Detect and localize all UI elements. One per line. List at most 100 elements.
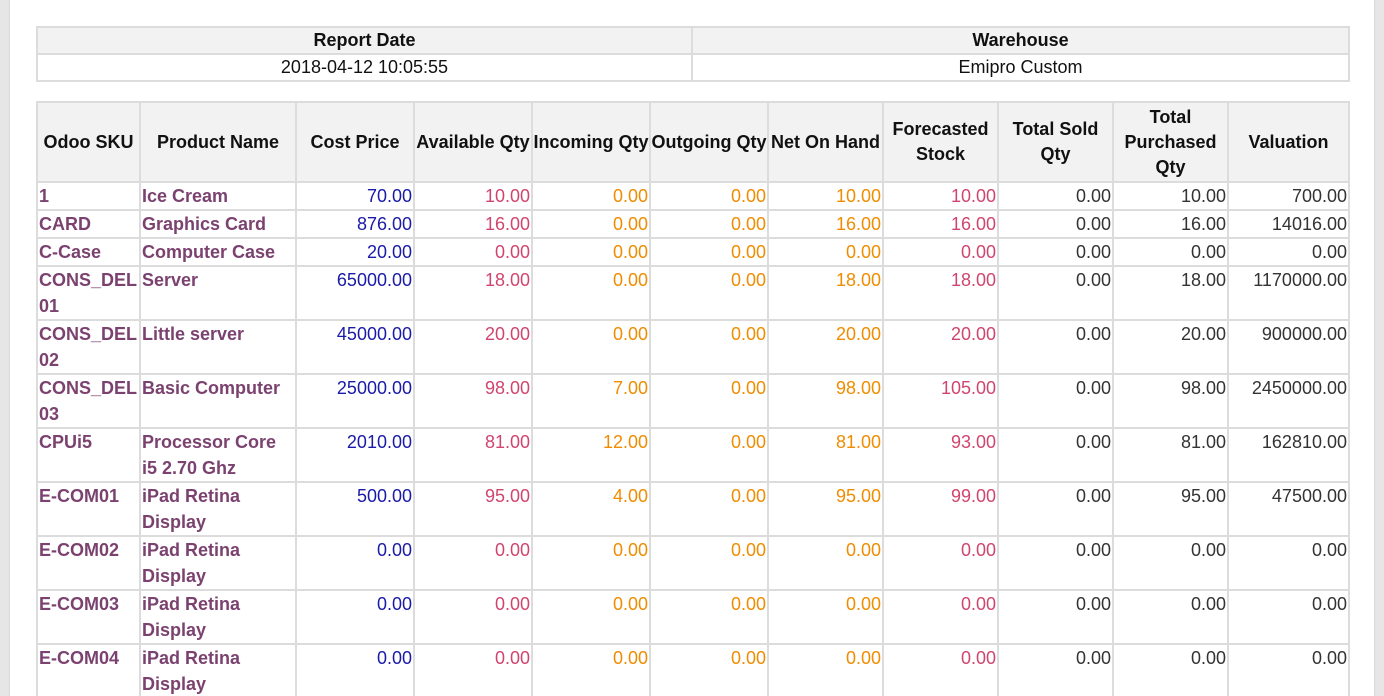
cell-available-qty: 18.00: [413, 265, 533, 321]
cell-total-sold-qty: 0.00: [997, 237, 1114, 267]
cell-total-sold-qty: 0.00: [997, 181, 1114, 211]
cell-total-purchased-qty: 0.00: [1112, 535, 1229, 591]
report-info-value-row: 2018-04-12 10:05:55 Emipro Custom: [36, 53, 1350, 82]
cell-available-qty: 81.00: [413, 427, 533, 483]
cell-total-sold-qty: 0.00: [997, 643, 1114, 696]
table-header-row: Odoo SKU Product Name Cost Price Availab…: [36, 101, 1350, 183]
cell-cost-price: 25000.00: [295, 373, 415, 429]
cell-product-name: iPad Retina Display: [139, 643, 297, 696]
cell-sku: CPUi5: [36, 427, 141, 483]
cell-total-sold-qty: 0.00: [997, 209, 1114, 239]
cell-total-purchased-qty: 0.00: [1112, 237, 1229, 267]
cell-sku: CONS_DEL 03: [36, 373, 141, 429]
cell-product-name: Graphics Card: [139, 209, 297, 239]
cell-net-on-hand: 0.00: [767, 643, 884, 696]
report-date-value: 2018-04-12 10:05:55: [36, 53, 693, 82]
cell-total-purchased-qty: 98.00: [1112, 373, 1229, 429]
col-header-net-on-hand: Net On Hand: [767, 101, 884, 183]
table-row: E-COM04 iPad Retina Display 0.00 0.00 0.00 0.…: [36, 643, 1350, 696]
cell-available-qty: 0.00: [413, 535, 533, 591]
cell-total-purchased-qty: 0.00: [1112, 643, 1229, 696]
cell-net-on-hand: 81.00: [767, 427, 884, 483]
cell-outgoing-qty: 0.00: [649, 481, 769, 537]
cell-forecasted-stock: 18.00: [882, 265, 999, 321]
table-row: E-COM03 iPad Retina Display 0.00 0.00 0.00 0.…: [36, 589, 1350, 645]
cell-incoming-qty: 7.00: [531, 373, 651, 429]
stock-report-table: Odoo SKU Product Name Cost Price Availab…: [36, 101, 1350, 696]
table-row: CONS_DEL 02 Little server 45000.00 20.00 0.0…: [36, 319, 1350, 375]
cell-total-sold-qty: 0.00: [997, 319, 1114, 375]
cell-total-sold-qty: 0.00: [997, 535, 1114, 591]
cell-incoming-qty: 0.00: [531, 589, 651, 645]
col-header-sku: Odoo SKU: [36, 101, 141, 183]
cell-net-on-hand: 20.00: [767, 319, 884, 375]
cell-incoming-qty: 0.00: [531, 535, 651, 591]
cell-product-name: Server: [139, 265, 297, 321]
cell-incoming-qty: 0.00: [531, 643, 651, 696]
cell-product-name: Basic Computer: [139, 373, 297, 429]
cell-net-on-hand: 0.00: [767, 237, 884, 267]
cell-sku: CARD: [36, 209, 141, 239]
warehouse-header: Warehouse: [691, 26, 1350, 55]
cell-cost-price: 500.00: [295, 481, 415, 537]
cell-outgoing-qty: 0.00: [649, 427, 769, 483]
report-info-table: Report Date Warehouse 2018-04-12 10:05:5…: [36, 26, 1350, 82]
table-row: 1 Ice Cream 70.00 10.00 0.00 0.00 10.00 10.00 0.…: [36, 181, 1350, 211]
cell-sku: CONS_DEL 02: [36, 319, 141, 375]
cell-valuation: 900000.00: [1227, 319, 1350, 375]
cell-product-name: Computer Case: [139, 237, 297, 267]
cell-valuation: 700.00: [1227, 181, 1350, 211]
cell-valuation: 2450000.00: [1227, 373, 1350, 429]
cell-outgoing-qty: 0.00: [649, 373, 769, 429]
cell-available-qty: 0.00: [413, 643, 533, 696]
cell-incoming-qty: 0.00: [531, 237, 651, 267]
cell-valuation: 1170000.00: [1227, 265, 1350, 321]
table-row: E-COM01 iPad Retina Display 500.00 95.00 4.0…: [36, 481, 1350, 537]
col-header-product-name: Product Name: [139, 101, 297, 183]
col-header-incoming-qty: Incoming Qty: [531, 101, 651, 183]
cell-valuation: 0.00: [1227, 237, 1350, 267]
cell-cost-price: 45000.00: [295, 319, 415, 375]
cell-cost-price: 0.00: [295, 643, 415, 696]
cell-cost-price: 20.00: [295, 237, 415, 267]
cell-forecasted-stock: 10.00: [882, 181, 999, 211]
cell-total-purchased-qty: 95.00: [1112, 481, 1229, 537]
cell-forecasted-stock: 0.00: [882, 589, 999, 645]
cell-forecasted-stock: 0.00: [882, 535, 999, 591]
cell-net-on-hand: 98.00: [767, 373, 884, 429]
col-header-cost-price: Cost Price: [295, 101, 415, 183]
report-info-header-row: Report Date Warehouse: [36, 26, 1350, 55]
cell-product-name: iPad Retina Display: [139, 535, 297, 591]
cell-forecasted-stock: 16.00: [882, 209, 999, 239]
col-header-available-qty: Available Qty: [413, 101, 533, 183]
cell-cost-price: 2010.00: [295, 427, 415, 483]
cell-available-qty: 20.00: [413, 319, 533, 375]
cell-outgoing-qty: 0.00: [649, 265, 769, 321]
cell-sku: E-COM03: [36, 589, 141, 645]
cell-product-name: Processor Core i5 2.70 Ghz: [139, 427, 297, 483]
cell-incoming-qty: 0.00: [531, 181, 651, 211]
col-header-total-sold-qty: Total Sold Qty: [997, 101, 1114, 183]
cell-net-on-hand: 95.00: [767, 481, 884, 537]
cell-total-sold-qty: 0.00: [997, 265, 1114, 321]
cell-incoming-qty: 0.00: [531, 265, 651, 321]
cell-total-purchased-qty: 20.00: [1112, 319, 1229, 375]
report-date-header: Report Date: [36, 26, 693, 55]
cell-total-purchased-qty: 18.00: [1112, 265, 1229, 321]
cell-forecasted-stock: 93.00: [882, 427, 999, 483]
cell-total-purchased-qty: 16.00: [1112, 209, 1229, 239]
cell-available-qty: 16.00: [413, 209, 533, 239]
cell-net-on-hand: 0.00: [767, 535, 884, 591]
cell-cost-price: 0.00: [295, 589, 415, 645]
cell-outgoing-qty: 0.00: [649, 237, 769, 267]
cell-sku: E-COM04: [36, 643, 141, 696]
cell-incoming-qty: 0.00: [531, 209, 651, 239]
cell-product-name: Little server: [139, 319, 297, 375]
cell-total-sold-qty: 0.00: [997, 427, 1114, 483]
cell-total-sold-qty: 0.00: [997, 589, 1114, 645]
cell-sku: E-COM01: [36, 481, 141, 537]
cell-forecasted-stock: 0.00: [882, 237, 999, 267]
table-row: C-Case Computer Case 20.00 0.00 0.00 0.00 0.00…: [36, 237, 1350, 267]
warehouse-value: Emipro Custom: [691, 53, 1350, 82]
cell-valuation: 0.00: [1227, 589, 1350, 645]
